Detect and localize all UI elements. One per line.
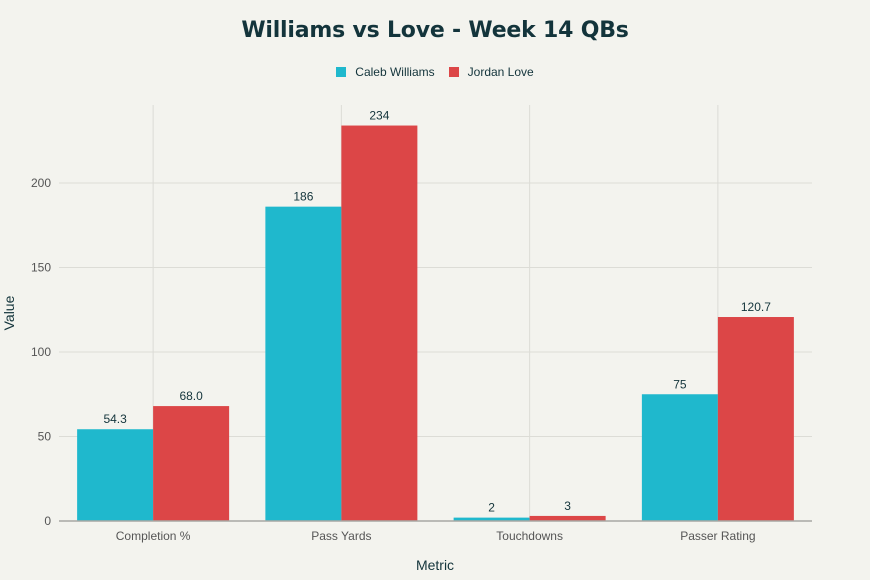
- bar-jordan-love[interactable]: [717, 317, 794, 521]
- y-tick-label: 100: [31, 345, 51, 359]
- legend-swatch-caleb-williams: [336, 67, 347, 77]
- y-tick-label: 0: [44, 514, 51, 528]
- x-tick-label: Passer Rating: [680, 529, 755, 543]
- x-tick-label: Touchdowns: [496, 529, 563, 543]
- data-label: 120.7: [741, 300, 771, 314]
- bar-caleb-williams[interactable]: [77, 429, 154, 521]
- bars: [77, 125, 794, 521]
- data-labels: 54.3 68.0 186 234 2 3 75 120.7: [103, 109, 771, 515]
- x-tick-label: Pass Yards: [311, 529, 371, 543]
- legend-label-caleb-williams: Caleb Williams: [355, 65, 435, 79]
- axes: 0 50 100 150 200 Completion % Pass Yards Touchd…: [31, 176, 812, 543]
- data-label: 75: [673, 377, 687, 391]
- bar-caleb-williams[interactable]: [641, 394, 718, 521]
- y-axis-title: Value: [1, 295, 17, 330]
- legend-item-jordan-love[interactable]: Jordan Love: [448, 65, 534, 79]
- legend-label-jordan-love: Jordan Love: [467, 65, 534, 79]
- bar-jordan-love[interactable]: [153, 406, 230, 521]
- y-tick-label: 150: [31, 261, 51, 275]
- y-tick-label: 200: [31, 176, 51, 190]
- x-axis-title: Metric: [416, 557, 454, 573]
- bar-jordan-love[interactable]: [341, 125, 418, 521]
- legend-item-caleb-williams[interactable]: Caleb Williams: [336, 65, 435, 79]
- data-label: 2: [488, 501, 495, 515]
- data-label: 186: [293, 190, 313, 204]
- data-label: 234: [369, 109, 389, 123]
- data-label: 3: [564, 499, 571, 513]
- data-label: 54.3: [103, 412, 127, 426]
- bar-caleb-williams[interactable]: [453, 517, 530, 521]
- legend-swatch-jordan-love: [448, 67, 459, 77]
- data-label: 68.0: [179, 389, 203, 403]
- x-tick-label: Completion %: [116, 529, 191, 543]
- legend: Caleb Williams Jordan Love: [0, 65, 870, 79]
- bar-jordan-love[interactable]: [529, 515, 606, 521]
- y-tick-label: 50: [38, 430, 52, 444]
- bar-caleb-williams[interactable]: [265, 206, 342, 521]
- chart-title: Williams vs Love - Week 14 QBs: [241, 18, 629, 43]
